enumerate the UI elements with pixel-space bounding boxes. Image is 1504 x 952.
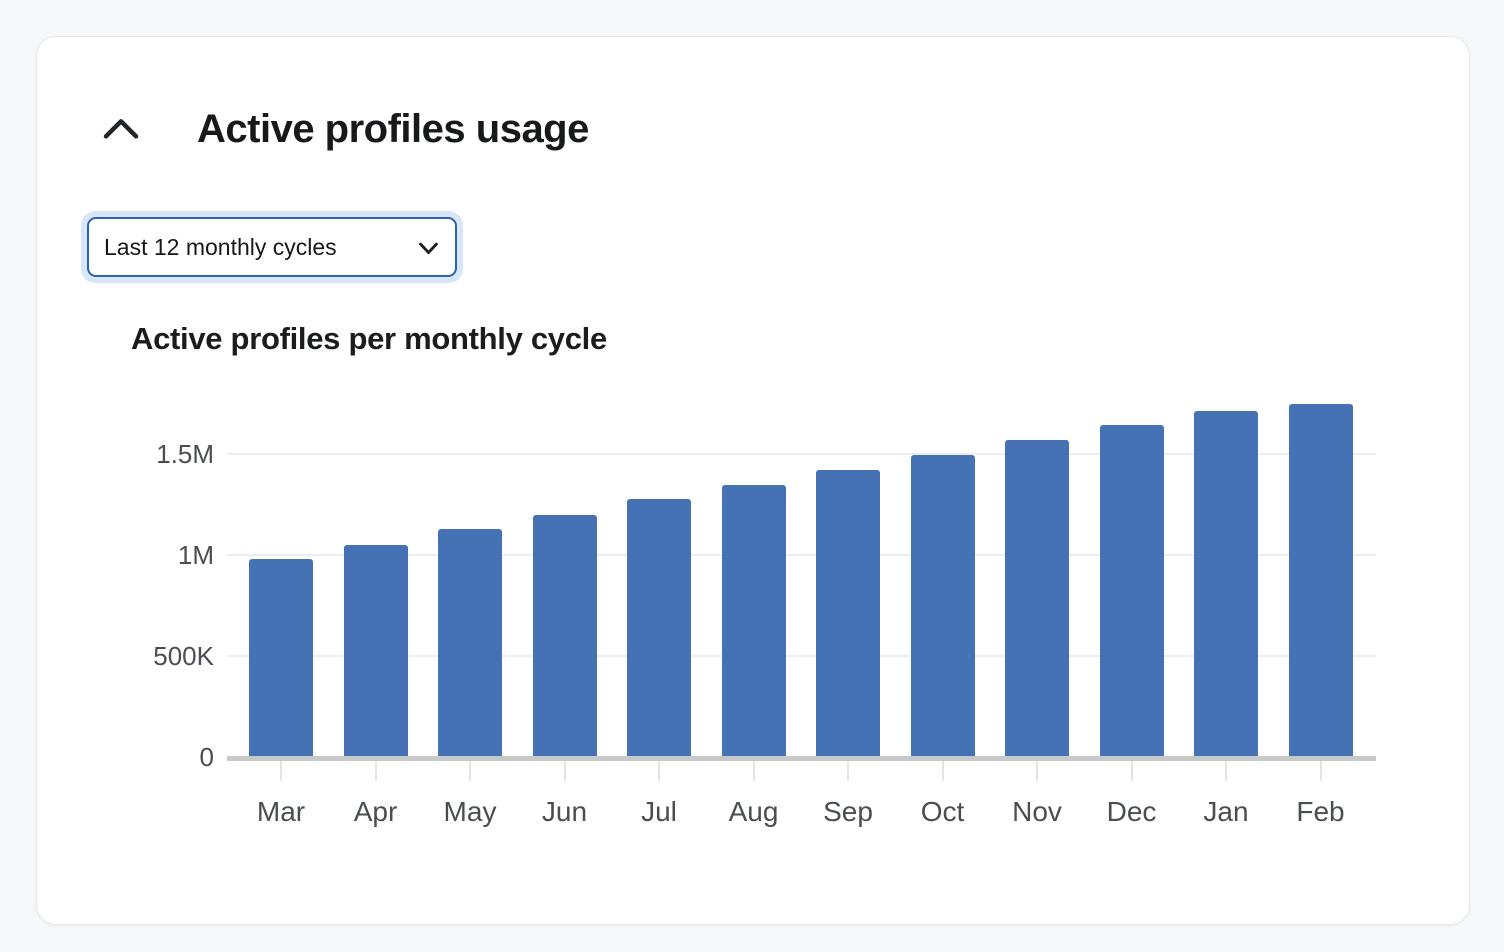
chevron-up-icon [101, 113, 141, 143]
x-axis-tick-jun [563, 761, 566, 781]
x-axis-label-jan: Jan [1203, 796, 1249, 827]
chart-bar-may [438, 528, 502, 757]
x-axis-tick-may [469, 761, 471, 781]
y-axis-label-1.5m: 1.5M [156, 439, 214, 469]
x-axis-tick-apr [374, 761, 377, 781]
chart-bar-jun [532, 514, 597, 757]
x-axis-label-apr: Apr [353, 796, 398, 827]
chart-bar-aug [721, 485, 786, 757]
x-axis-label-mar: Mar [256, 796, 306, 827]
chart-bar-sep [816, 470, 880, 757]
x-axis-tick-oct [941, 761, 944, 781]
y-axis-label-1m: 1M [177, 540, 214, 570]
dropdown-focus-ring: Last 12 monthly cycles [81, 211, 463, 283]
chart-bar-jan [1194, 410, 1258, 757]
x-axis-label-sep: Sep [823, 796, 873, 827]
x-axis-tick-jan [1225, 761, 1227, 781]
chart-bar-dec [1099, 424, 1164, 757]
x-axis-tick-dec [1130, 761, 1133, 781]
x-axis-label-dec: Dec [1106, 796, 1157, 827]
x-axis-tick-aug [752, 761, 755, 781]
bar-chart: 0 500K 1M 1.5M Mar Apr May Jun Jul Aug Sep Oct Nov De… [37, 37, 1471, 926]
page-title: Active profiles usage [197, 107, 589, 151]
x-axis-label-jul: Jul [641, 796, 677, 827]
x-axis-label-nov: Nov [1012, 796, 1062, 827]
active-profiles-usage-card: Active profiles usage Last 12 monthly cy… [36, 36, 1470, 925]
x-axis-label-may: May [443, 796, 497, 827]
x-axis-tick-jul [658, 761, 660, 781]
x-axis-tick-feb [1319, 761, 1322, 781]
x-axis-baseline [227, 756, 1376, 761]
x-axis-tick-mar [280, 761, 282, 781]
x-axis-label-feb: Feb [1296, 796, 1345, 827]
x-axis-tick-nov [1036, 761, 1038, 781]
cycle-filter-dropdown[interactable]: Last 12 monthly cycles [87, 217, 457, 277]
x-axis-label-oct: Oct [920, 796, 965, 827]
y-axis-label-500k: 500K [153, 641, 214, 671]
gridline-1m [227, 554, 1376, 556]
gridline-1.5m [227, 453, 1376, 455]
chart-bar-mar [249, 559, 313, 757]
chart-bar-oct [910, 455, 975, 757]
chart-bar-nov [1005, 439, 1069, 757]
x-axis-label-jun: Jun [541, 796, 588, 827]
x-axis-label-aug: Aug [728, 796, 779, 827]
chart-bar-jul [627, 499, 691, 757]
chart-bar-apr [343, 544, 408, 757]
x-axis-tick-sep [847, 761, 849, 781]
chart-title: Active profiles per monthly cycle [131, 321, 607, 356]
gridline-500k [227, 655, 1376, 657]
chart-bar-feb [1288, 403, 1353, 757]
cycle-filter-selected-value: Last 12 monthly cycles [104, 233, 337, 260]
y-axis-label-0: 0 [199, 742, 214, 772]
chevron-down-icon [399, 234, 442, 261]
collapse-section-button[interactable] [95, 105, 147, 151]
